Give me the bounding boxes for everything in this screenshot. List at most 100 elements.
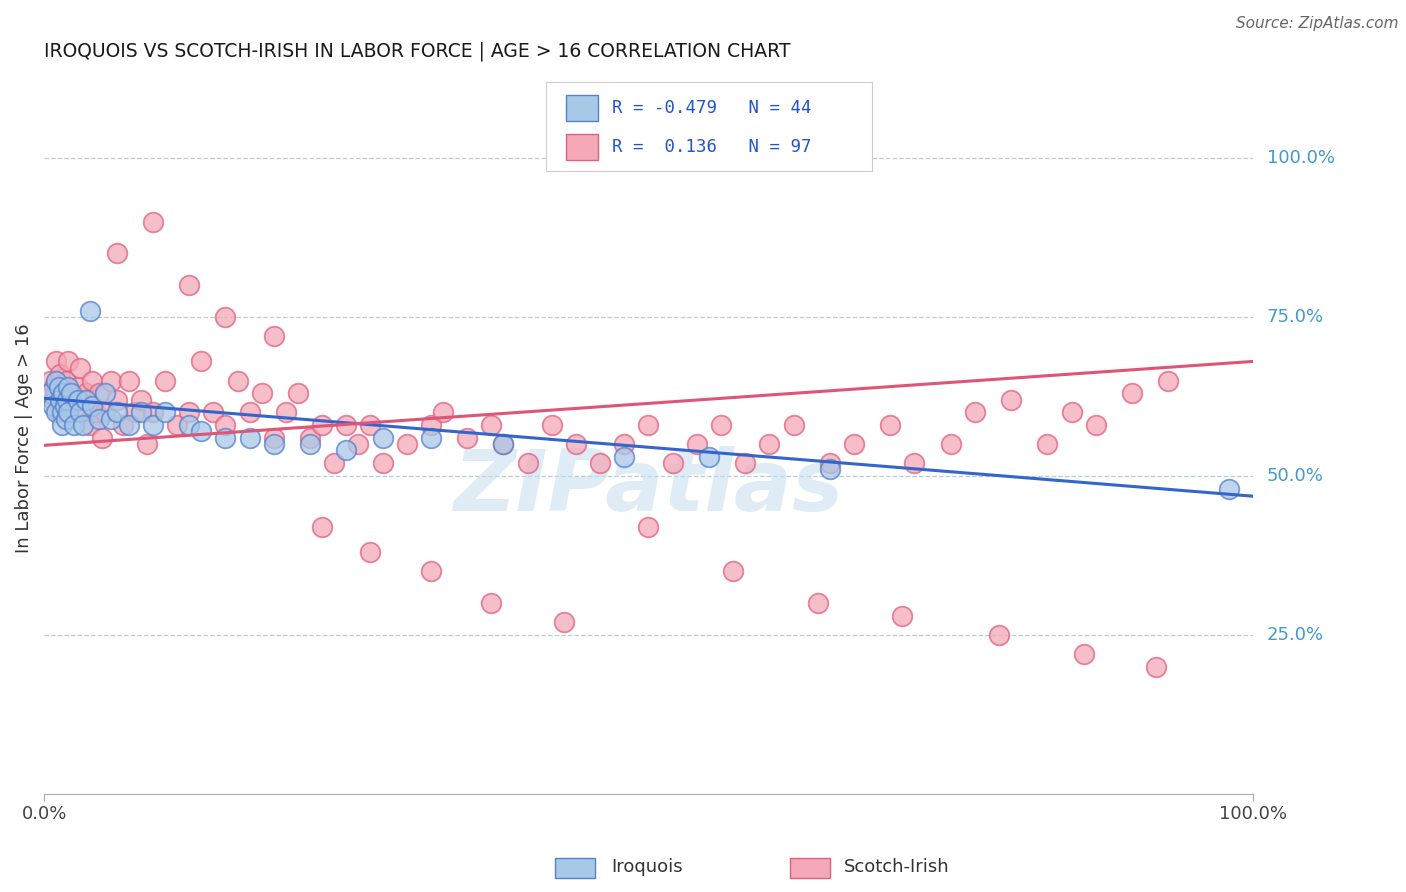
Point (129, 405, 152, 419)
Point (135, 437, 157, 451)
Point (1073, 647, 1095, 661)
Point (988, 628, 1011, 642)
Point (589, 456, 612, 470)
Point (41, 392, 63, 407)
Point (75, 386, 97, 401)
Point (710, 417, 733, 432)
Point (879, 417, 901, 432)
Point (190, 425, 212, 439)
Point (782, 417, 804, 432)
Point (66, 380, 89, 394)
Point (479, 596, 502, 610)
Point (758, 437, 780, 451)
Text: Scotch-Irish: Scotch-Irish (844, 858, 949, 876)
Point (49, 367, 72, 381)
Point (63, 417, 86, 432)
Point (479, 417, 502, 432)
Point (179, 278, 201, 293)
Point (311, 417, 333, 432)
Point (129, 392, 152, 407)
Text: 25.0%: 25.0% (1267, 626, 1324, 644)
Point (371, 431, 394, 445)
Text: R = -0.479   N = 44: R = -0.479 N = 44 (612, 99, 811, 117)
Point (166, 417, 188, 432)
Point (371, 456, 394, 470)
Point (105, 405, 128, 419)
Point (540, 417, 562, 432)
Point (45, 374, 67, 388)
Point (359, 545, 381, 559)
Point (93, 405, 115, 419)
Text: R =  0.136   N = 97: R = 0.136 N = 97 (612, 137, 811, 156)
Point (51, 405, 73, 419)
Point (1036, 437, 1059, 451)
Point (179, 405, 201, 419)
Point (79, 417, 101, 432)
Point (226, 374, 249, 388)
Point (100, 411, 122, 425)
Point (1157, 374, 1180, 388)
Point (52, 405, 75, 419)
Point (274, 405, 297, 419)
Point (456, 431, 478, 445)
Point (179, 417, 201, 432)
Point (87, 386, 110, 401)
Point (55, 411, 77, 425)
Point (52, 386, 75, 401)
Point (311, 519, 333, 533)
Point (492, 437, 515, 451)
Point (69, 405, 91, 419)
Point (419, 564, 441, 578)
Point (359, 417, 381, 432)
Point (59, 392, 82, 407)
Point (697, 450, 720, 464)
Point (73, 405, 96, 419)
Point (516, 456, 538, 470)
Point (214, 417, 236, 432)
Point (82, 374, 104, 388)
Point (48, 405, 70, 419)
Point (100, 374, 122, 388)
Point (75, 392, 97, 407)
Point (45, 386, 67, 401)
Point (1144, 659, 1167, 673)
Point (118, 374, 141, 388)
Point (807, 596, 830, 610)
Point (42, 380, 65, 394)
Point (105, 392, 128, 407)
Point (69, 360, 91, 375)
Point (613, 450, 636, 464)
Text: 100.0%: 100.0% (1267, 149, 1334, 167)
Point (51, 386, 73, 401)
Point (66, 392, 89, 407)
Point (45, 354, 67, 368)
Point (91, 431, 114, 445)
Text: Source: ZipAtlas.com: Source: ZipAtlas.com (1236, 16, 1399, 31)
Point (58, 354, 80, 368)
Point (190, 354, 212, 368)
Point (214, 310, 236, 324)
Point (142, 214, 165, 228)
Point (818, 462, 841, 476)
Point (41, 399, 63, 413)
FancyBboxPatch shape (567, 95, 598, 121)
Point (565, 437, 588, 451)
Point (891, 608, 914, 623)
Point (432, 405, 454, 419)
Point (87, 411, 110, 425)
Point (56, 392, 79, 407)
Point (903, 456, 925, 470)
Point (939, 437, 962, 451)
Point (492, 437, 515, 451)
Point (1218, 482, 1240, 496)
Point (239, 405, 262, 419)
FancyBboxPatch shape (567, 134, 598, 160)
Point (1121, 386, 1143, 401)
Y-axis label: In Labor Force | Age > 16: In Labor Force | Age > 16 (15, 323, 32, 552)
Point (419, 417, 441, 432)
Point (1000, 392, 1022, 407)
Point (214, 431, 236, 445)
Point (299, 431, 322, 445)
Point (299, 437, 322, 451)
Text: 75.0%: 75.0% (1267, 308, 1324, 326)
